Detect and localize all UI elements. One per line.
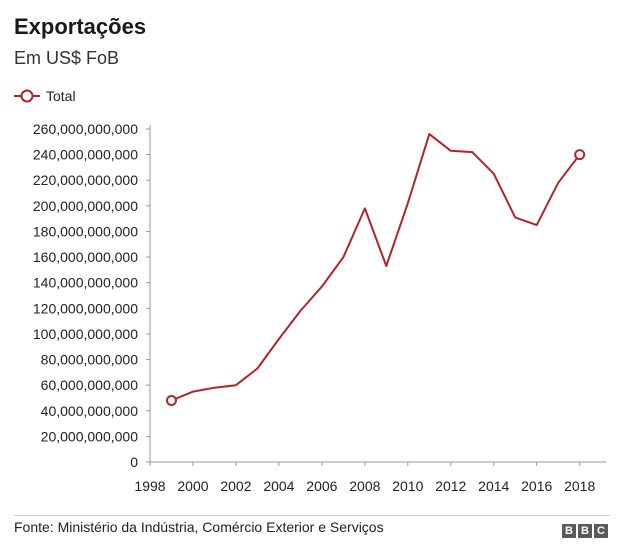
x-tick-label: 2018 [564, 478, 595, 494]
y-tick-label: 200,000,000,000 [33, 198, 138, 214]
y-tick-label: 140,000,000,000 [33, 275, 138, 291]
y-tick-label: 260,000,000,000 [33, 121, 138, 137]
bbc-logo-letter: B [578, 524, 592, 538]
bbc-logo: B B C [562, 524, 608, 538]
x-tick-label: 2010 [392, 478, 423, 494]
y-tick-label: 0 [130, 454, 138, 470]
y-tick-label: 120,000,000,000 [33, 300, 138, 316]
x-tick-label: 2006 [306, 478, 337, 494]
x-tick-label: 2000 [177, 478, 208, 494]
bbc-logo-letter: C [594, 524, 608, 538]
y-tick-label: 160,000,000,000 [33, 249, 138, 265]
x-tick-label: 2002 [220, 478, 251, 494]
x-tick-label: 2008 [349, 478, 380, 494]
y-tick-label: 40,000,000,000 [41, 403, 139, 419]
x-tick-label: 2004 [263, 478, 294, 494]
source-note: Fonte: Ministério da Indústria, Comércio… [14, 519, 384, 535]
legend-line-marker-icon [14, 89, 40, 103]
x-tick-label: 1998 [134, 478, 165, 494]
footer-divider [14, 515, 610, 516]
legend-label-total: Total [46, 88, 76, 104]
y-tick-label: 240,000,000,000 [33, 147, 138, 163]
bbc-logo-letter: B [562, 524, 576, 538]
y-tick-label: 100,000,000,000 [33, 326, 138, 342]
y-tick-label: 20,000,000,000 [41, 428, 139, 444]
legend: Total [14, 86, 76, 106]
line-chart: 0 20,000,000,000 40,000,000,000 60,000,000,… [33, 121, 606, 494]
x-tick-label: 2016 [521, 478, 552, 494]
data-point-marker [165, 395, 177, 407]
y-tick-label: 80,000,000,000 [41, 352, 139, 368]
y-tick-label: 60,000,000,000 [41, 377, 139, 393]
y-tick-label: 180,000,000,000 [33, 223, 138, 239]
chart-subtitle: Em US$ FoB [14, 48, 120, 68]
data-point-marker [574, 149, 586, 161]
x-tick-label: 2014 [478, 478, 509, 494]
series-line-total [170, 133, 581, 402]
x-tick-label: 2012 [435, 478, 466, 494]
y-tick-label: 220,000,000,000 [33, 172, 138, 188]
chart-title: Exportações [14, 14, 147, 39]
